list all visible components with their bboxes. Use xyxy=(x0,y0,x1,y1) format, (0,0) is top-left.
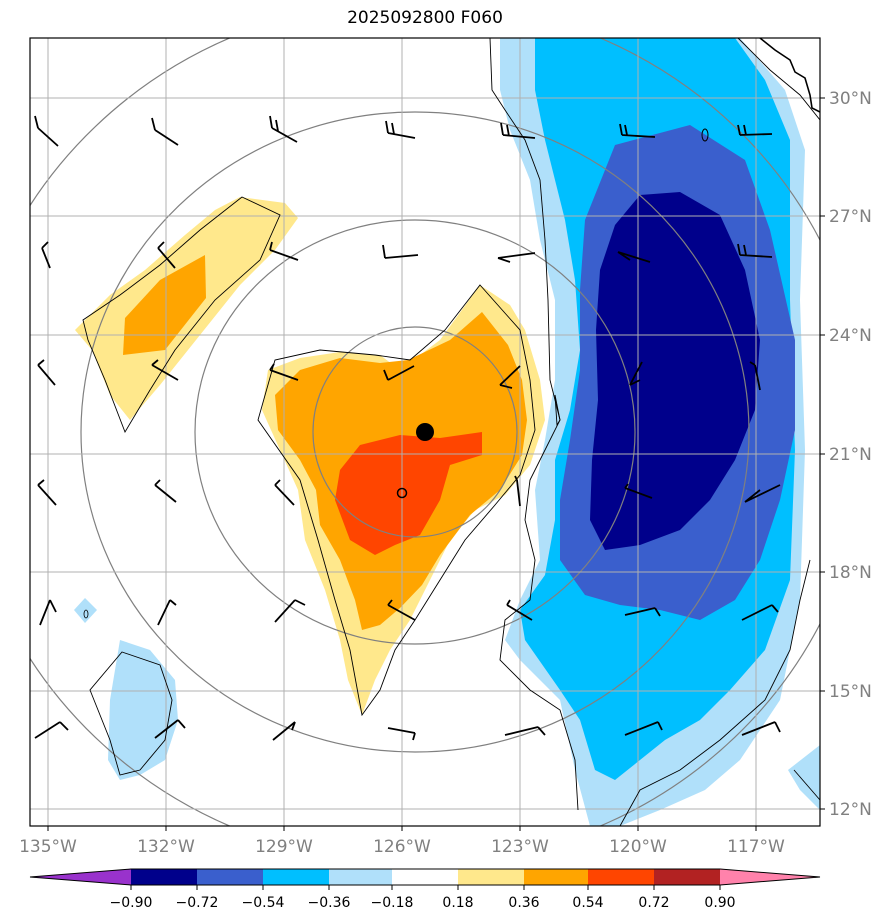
lat-label: 12°N xyxy=(829,800,872,820)
ring-1 xyxy=(312,326,518,538)
lat-label: 18°N xyxy=(829,563,872,583)
contour-pos-054-center xyxy=(335,432,482,555)
lon-label: 135°W xyxy=(19,837,77,857)
colorbar-tick: 0.90 xyxy=(704,895,735,911)
lat-label: 21°N xyxy=(829,445,872,465)
colorbar: −0.90 −0.72 −0.54 −0.36 −0.18 0.18 0.36 … xyxy=(29,868,821,911)
colorbar-tick: −0.36 xyxy=(308,895,351,911)
colorbar-tick: −0.18 xyxy=(371,895,414,911)
contour-pos-036-nw xyxy=(123,255,206,355)
colorbar-segment xyxy=(131,869,197,885)
lat-label: 30°N xyxy=(829,89,872,109)
lat-label: 24°N xyxy=(829,326,872,346)
lon-label: 123°W xyxy=(491,837,549,857)
longitude-labels: 135°W 132°W 129°W 126°W 123°W 120°W 117°… xyxy=(19,837,785,857)
colorbar-tick: 0.54 xyxy=(572,895,603,911)
radius-rings xyxy=(30,38,820,826)
colorbar-segment xyxy=(588,869,654,885)
map-frame xyxy=(29,37,821,827)
plot-title: 2025092800 F060 xyxy=(347,8,503,28)
gridlines xyxy=(30,38,820,826)
colorbar-tick: 0.36 xyxy=(508,895,539,911)
colorbar-segment xyxy=(329,869,392,885)
colorbar-segment xyxy=(654,869,720,885)
colorbar-tick: −0.54 xyxy=(242,895,285,911)
lat-label: 15°N xyxy=(829,682,872,702)
contour-neg-018-se xyxy=(788,745,820,810)
black-contours xyxy=(82,38,820,826)
colorbar-tick: −0.72 xyxy=(176,895,219,911)
colorbar-extend-low xyxy=(30,869,131,885)
lon-label: 120°W xyxy=(609,837,667,857)
colorbar-tick: −0.90 xyxy=(110,895,153,911)
ring-3 xyxy=(80,111,750,753)
colorbar-tick: 0.18 xyxy=(442,895,473,911)
latitude-labels: 30°N 27°N 24°N 21°N 18°N 15°N 12°N xyxy=(829,89,872,820)
colorbar-tick: 0.72 xyxy=(638,895,669,911)
lon-label: 132°W xyxy=(137,837,195,857)
wind-barbs xyxy=(34,115,781,741)
lon-label: 126°W xyxy=(373,837,431,857)
storm-center-marker xyxy=(416,423,434,441)
colorbar-segment xyxy=(524,869,588,885)
coastline xyxy=(759,38,820,113)
small-contour-loop xyxy=(701,128,709,142)
colorbar-extend-high xyxy=(720,869,820,885)
colorbar-segment xyxy=(458,869,524,885)
lon-label: 129°W xyxy=(255,837,313,857)
secondary-center-marker xyxy=(396,487,408,499)
axis-ticks xyxy=(47,97,825,831)
colorbar-segment xyxy=(197,869,263,885)
colorbar-segment xyxy=(392,869,458,885)
ring-2 xyxy=(194,219,636,645)
colorbar-segment xyxy=(263,869,329,885)
lon-label: 117°W xyxy=(727,837,785,857)
lat-label: 27°N xyxy=(829,207,872,227)
small-contour-loop-west xyxy=(83,609,89,619)
